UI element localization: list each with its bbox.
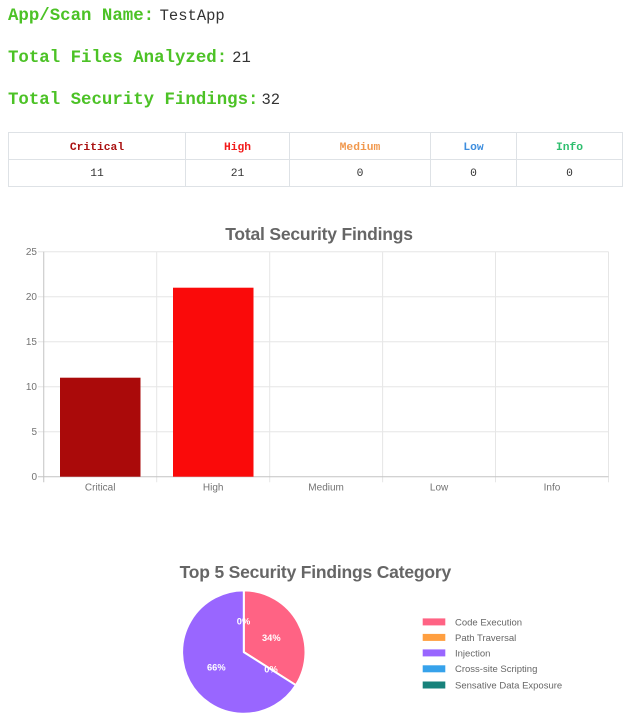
svg-text:0: 0 [31, 472, 37, 483]
svg-text:Low: Low [430, 483, 449, 494]
svg-text:34%: 34% [262, 633, 281, 643]
svg-text:Info: Info [544, 483, 561, 494]
svg-text:15: 15 [26, 337, 38, 348]
svg-text:Cross-site Scripting: Cross-site Scripting [455, 664, 537, 675]
svg-text:Top 5 Security Findings Catego: Top 5 Security Findings Category [180, 562, 452, 582]
svg-text:Sensative Data Exposure: Sensative Data Exposure [455, 680, 562, 691]
svg-text:Medium: Medium [308, 483, 344, 494]
svg-text:Critical: Critical [85, 483, 116, 494]
svg-text:Total Security Findings: Total Security Findings [225, 224, 413, 244]
svg-text:0%: 0% [264, 665, 278, 675]
svg-text:0%: 0% [237, 616, 251, 626]
svg-text:Injection: Injection [455, 648, 490, 659]
svg-text:66%: 66% [207, 662, 226, 672]
svg-text:Path Traversal: Path Traversal [455, 633, 516, 644]
svg-text:10: 10 [26, 382, 38, 393]
svg-text:High: High [203, 483, 224, 494]
svg-text:Code Execution: Code Execution [455, 617, 522, 628]
svg-text:5: 5 [31, 427, 37, 438]
svg-text:25: 25 [26, 247, 38, 258]
svg-text:20: 20 [26, 292, 38, 303]
